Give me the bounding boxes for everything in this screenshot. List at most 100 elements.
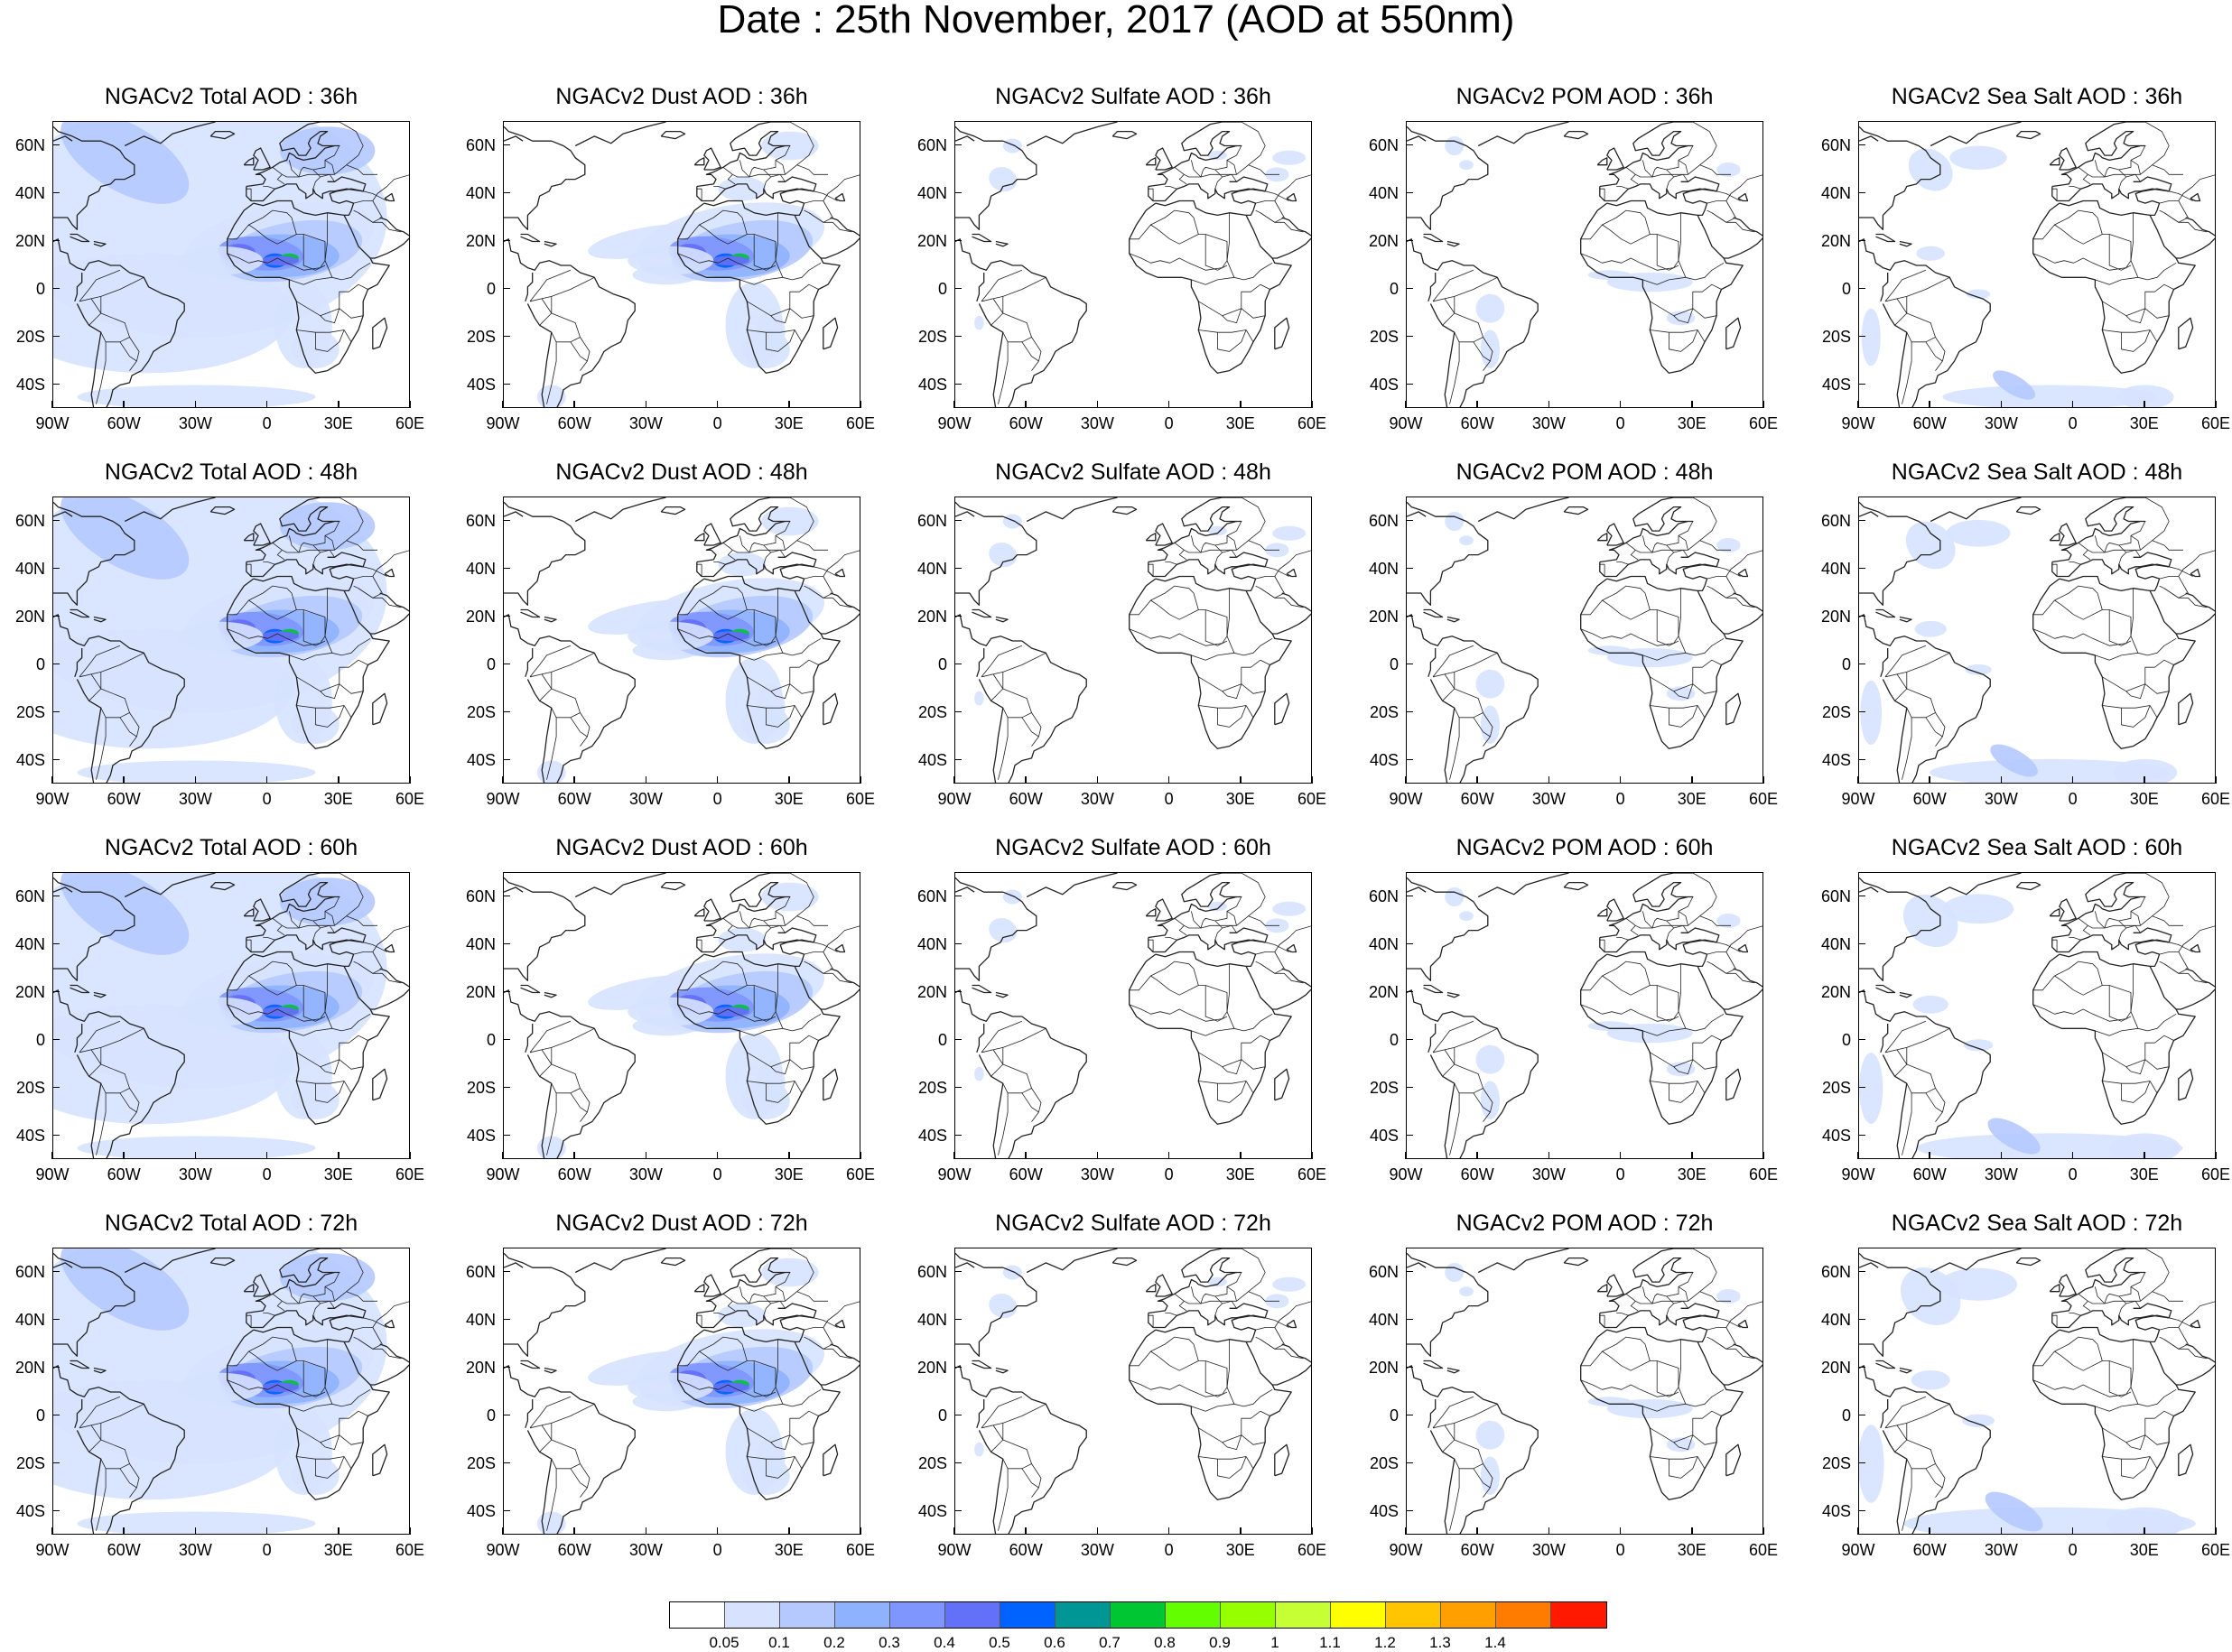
- lon-tick-label: 30W: [1080, 790, 1114, 808]
- country-border: [246, 939, 252, 952]
- lat-tick-label: 0: [1841, 1406, 1851, 1425]
- country-border: [2163, 588, 2208, 608]
- country-border: [775, 588, 822, 656]
- aod-plume: [1993, 370, 2036, 400]
- lon-tick-label: 30W: [178, 1165, 212, 1183]
- lat-tick-label: 60N: [1368, 135, 1399, 154]
- coastline: [677, 1326, 841, 1500]
- country-border: [1673, 1434, 1694, 1451]
- lon-tick-label: 60W: [107, 790, 141, 808]
- country-border: [763, 927, 771, 941]
- panel-title: NGACv2 Total AOD : 48h: [104, 459, 358, 485]
- country-border: [1178, 925, 1187, 936]
- coastline: [2185, 217, 2215, 237]
- country-border: [372, 925, 409, 952]
- coastline: [1682, 1314, 1717, 1343]
- lon-tick-label: 30E: [1677, 1165, 1707, 1183]
- figure-title: Date : 25th November, 2017 (AOD at 550nm…: [717, 0, 1515, 42]
- lon-tick-label: 30E: [2129, 414, 2159, 432]
- country-border: [289, 652, 332, 661]
- country-border: [1198, 301, 1266, 319]
- lon-tick-mark: [1096, 1527, 1099, 1535]
- lon-tick-label: 0: [262, 790, 272, 808]
- country-border: [79, 269, 121, 302]
- country-border: [2082, 925, 2091, 936]
- coastline: [1596, 533, 1608, 542]
- lat-tick-label: 0: [1841, 279, 1851, 298]
- lon-tick-label: 0: [2068, 790, 2078, 808]
- country-border: [246, 188, 252, 201]
- map-canvas: [504, 873, 860, 1158]
- lat-tick-mark: [954, 758, 962, 761]
- country-border: [2130, 521, 2146, 551]
- country-border: [1200, 1286, 1228, 1304]
- country-border: [339, 873, 364, 917]
- coastline: [1428, 648, 1437, 678]
- map-panel-pom: [1406, 121, 1763, 408]
- coastline: [660, 881, 686, 891]
- country-border: [1711, 588, 1755, 608]
- country-border: [1678, 145, 1694, 175]
- country-border: [2078, 540, 2183, 553]
- coastline: [1596, 908, 1608, 917]
- country-border: [1668, 329, 1698, 352]
- country-border: [2169, 942, 2193, 952]
- country-border: [96, 341, 107, 404]
- country-border: [1650, 1427, 1717, 1445]
- coastline: [1724, 237, 1762, 259]
- aod-plume: [1480, 1456, 1500, 1495]
- lon-tick-mark: [953, 401, 955, 408]
- country-border: [1906, 332, 1936, 343]
- coastline: [779, 939, 814, 968]
- country-border: [2130, 212, 2177, 281]
- coastline: [504, 125, 586, 230]
- country-border: [2178, 1301, 2215, 1328]
- country-border: [2054, 1336, 2103, 1361]
- lon-tick-mark: [51, 1527, 53, 1535]
- lon-tick-label: 30E: [323, 1541, 353, 1559]
- lon-tick-label: 60W: [1009, 1541, 1043, 1559]
- lon-tick-label: 90W: [1841, 414, 1875, 432]
- coastline: [1407, 501, 1489, 606]
- coastline: [53, 1252, 135, 1357]
- coastline: [384, 568, 395, 578]
- country-border: [1002, 1423, 1042, 1498]
- country-border: [2051, 188, 2058, 201]
- lon-tick-mark: [338, 401, 339, 408]
- country-border: [1214, 1303, 1223, 1316]
- lat-tick-mark: [503, 1366, 510, 1369]
- lat-tick-mark: [503, 663, 510, 665]
- coastline: [834, 192, 846, 202]
- lon-tick-mark: [1929, 401, 1930, 408]
- coastline: [1111, 130, 1138, 140]
- country-border: [1580, 1350, 1679, 1397]
- coastline: [1882, 679, 1908, 783]
- coastline: [660, 1257, 686, 1267]
- lat-tick-mark: [954, 239, 962, 242]
- coastline: [2049, 1284, 2060, 1293]
- coastline: [821, 613, 860, 635]
- coastline: [1477, 1248, 1569, 1274]
- coastline: [677, 575, 841, 749]
- lon-tick-mark: [409, 1152, 411, 1159]
- colorbar-label: 1: [1270, 1634, 1279, 1651]
- lon-tick-label: 30W: [1531, 1541, 1566, 1559]
- aod-plume: [989, 543, 1018, 568]
- lon-tick-mark: [1691, 1152, 1693, 1159]
- lat-tick-label: 20N: [14, 231, 45, 250]
- lat-tick-label: 40N: [1820, 934, 1851, 953]
- coastline: [124, 873, 216, 898]
- lon-tick-label: 90W: [486, 414, 520, 432]
- lat-tick-mark: [1406, 663, 1413, 665]
- country-border: [981, 1396, 1023, 1429]
- lon-tick-mark: [2071, 776, 2074, 784]
- panel-title: NGACv2 Sulfate AOD : 36h: [995, 84, 1271, 109]
- lat-tick-mark: [503, 519, 510, 522]
- country-border: [747, 1427, 814, 1445]
- map-canvas: [955, 873, 1311, 1158]
- country-border: [1692, 122, 1717, 166]
- coastline: [693, 1284, 705, 1293]
- lon-tick-label: 90W: [937, 414, 972, 432]
- colorbar: [669, 1601, 1607, 1629]
- lon-tick-label: 0: [1164, 790, 1174, 808]
